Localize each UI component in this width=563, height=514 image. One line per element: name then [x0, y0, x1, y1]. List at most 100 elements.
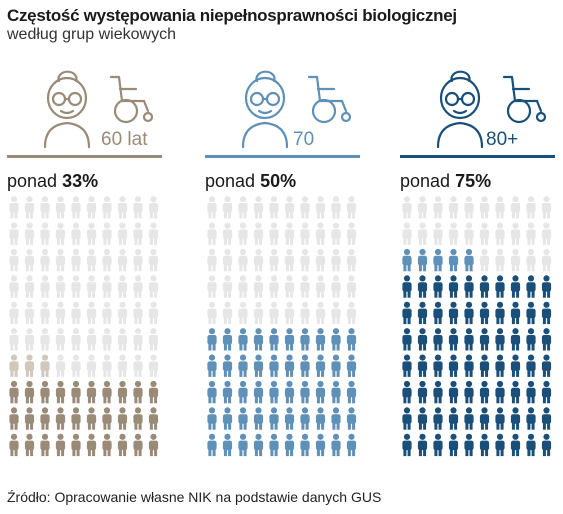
person-icon — [448, 407, 459, 430]
divider — [7, 155, 162, 158]
person-icon — [417, 196, 428, 219]
pictogram-grid — [402, 196, 552, 457]
person-icon — [284, 196, 295, 219]
person-icon — [300, 354, 310, 377]
person-icon — [269, 354, 279, 377]
person-icon — [148, 196, 159, 219]
person-icon — [222, 275, 233, 298]
person-icon — [24, 275, 35, 298]
person-icon — [495, 354, 505, 377]
person-icon — [207, 248, 217, 272]
person-icon — [222, 380, 233, 404]
person-icon — [402, 407, 412, 430]
person-icon — [448, 301, 459, 325]
person-icon — [284, 222, 295, 245]
person-icon — [148, 275, 159, 298]
person-icon — [148, 328, 159, 351]
person-icon — [510, 354, 521, 377]
person-icon — [24, 380, 35, 404]
person-icon — [464, 407, 474, 430]
person-icon — [24, 354, 35, 377]
age-group-60-panel: 60 lat ponad 33% — [7, 55, 167, 457]
person-icon — [40, 380, 50, 404]
person-icon — [102, 248, 112, 272]
person-icon — [86, 301, 97, 325]
person-icon — [402, 433, 412, 457]
person-icon — [433, 275, 443, 298]
person-icon — [300, 433, 310, 457]
person-icon — [133, 380, 143, 404]
person-icon — [55, 275, 66, 298]
person-icon — [222, 328, 233, 351]
person-icon — [207, 354, 217, 377]
person-icon — [479, 301, 490, 325]
person-icon — [9, 380, 19, 404]
person-icon — [479, 380, 490, 404]
person-icon — [148, 354, 159, 377]
person-icon — [9, 275, 19, 298]
person-icon — [346, 248, 357, 272]
person-icon — [510, 196, 521, 219]
source-note: Źródło: Opracowanie własne NIK na podsta… — [7, 489, 382, 505]
person-icon — [86, 380, 97, 404]
person-icon — [315, 275, 326, 298]
person-icon — [464, 196, 474, 219]
person-icon — [433, 301, 443, 325]
person-icon — [464, 328, 474, 351]
person-icon — [479, 196, 490, 219]
person-icon — [300, 222, 310, 245]
person-icon — [526, 196, 536, 219]
person-icon — [433, 380, 443, 404]
person-icon — [253, 196, 264, 219]
person-icon — [331, 275, 341, 298]
person-icon — [238, 301, 248, 325]
person-icon — [417, 354, 428, 377]
person-icon — [526, 380, 536, 404]
person-icon — [526, 301, 536, 325]
person-icon — [495, 222, 505, 245]
pictogram-grid — [207, 196, 357, 457]
person-icon — [526, 354, 536, 377]
person-icon — [133, 248, 143, 272]
person-icon — [464, 301, 474, 325]
chart-subtitle: według grup wiekowych — [7, 26, 176, 43]
person-icon — [510, 275, 521, 298]
person-icon — [315, 354, 326, 377]
person-icon — [315, 222, 326, 245]
person-icon — [117, 301, 128, 325]
person-icon — [86, 222, 97, 245]
person-icon — [117, 328, 128, 351]
person-icon — [284, 328, 295, 351]
person-icon — [526, 248, 536, 272]
person-icon — [417, 328, 428, 351]
person-icon — [55, 328, 66, 351]
person-icon — [346, 328, 357, 351]
person-icon — [133, 433, 143, 457]
person-icon — [71, 328, 81, 351]
person-icon — [464, 248, 474, 272]
person-icon — [402, 354, 412, 377]
age-group-80-panel: 80+ ponad 75% — [400, 55, 560, 457]
person-icon — [510, 248, 521, 272]
person-icon — [40, 222, 50, 245]
person-icon — [464, 433, 474, 457]
person-icon — [253, 301, 264, 325]
percent-label: ponad 33% — [7, 171, 99, 191]
person-icon — [331, 380, 341, 404]
person-icon — [207, 222, 217, 245]
person-icon — [448, 222, 459, 245]
person-icon — [24, 196, 35, 219]
person-icon — [207, 301, 217, 325]
person-icon — [300, 301, 310, 325]
person-icon — [433, 354, 443, 377]
person-icon — [238, 380, 248, 404]
person-icon — [495, 248, 505, 272]
person-icon — [253, 407, 264, 430]
person-icon — [479, 433, 490, 457]
person-icon — [24, 222, 35, 245]
person-icon — [464, 380, 474, 404]
person-icon — [24, 433, 35, 457]
person-icon — [102, 222, 112, 245]
person-icon — [253, 248, 264, 272]
person-icon — [117, 248, 128, 272]
